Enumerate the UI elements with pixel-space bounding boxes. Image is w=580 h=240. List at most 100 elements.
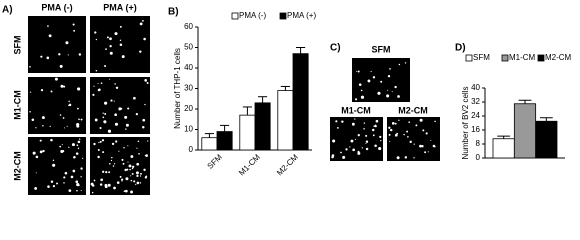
y-tick-label: 50: [184, 43, 193, 52]
cell: [99, 140, 102, 143]
row-header: SFM: [12, 36, 22, 55]
cell: [142, 118, 146, 122]
cell: [349, 146, 351, 148]
cell: [419, 118, 423, 122]
cell: [48, 34, 52, 38]
cell: [80, 189, 82, 192]
cell: [394, 133, 398, 137]
cell: [124, 115, 128, 119]
cell: [397, 95, 400, 98]
cell: [72, 23, 75, 26]
y-tick-label: 16: [471, 125, 480, 134]
micrograph: [90, 137, 150, 195]
cell: [91, 191, 94, 194]
cell: [123, 190, 126, 193]
cell: [94, 31, 97, 34]
cell: [52, 159, 55, 162]
cell: [114, 32, 118, 36]
cell: [63, 85, 66, 88]
cell: [135, 183, 137, 185]
cell: [131, 167, 134, 170]
cell: [52, 184, 56, 188]
cell: [128, 164, 132, 168]
cell: [335, 120, 338, 123]
cell: [403, 133, 405, 136]
cell: [49, 125, 51, 128]
cell: [79, 138, 81, 140]
cell: [68, 146, 70, 148]
cell: [377, 91, 381, 95]
cell: [136, 171, 139, 175]
cell: [105, 48, 107, 50]
cell: [360, 89, 363, 92]
cell: [68, 189, 72, 192]
cell: [394, 122, 397, 125]
legend-label: PMA (+): [287, 11, 316, 20]
cell: [108, 171, 111, 174]
cell: [361, 147, 363, 149]
cell: [110, 99, 113, 102]
cell: [404, 156, 408, 159]
cell: [356, 70, 358, 72]
cell: [107, 129, 112, 133]
image-label: M1-CM: [341, 105, 371, 115]
cell: [379, 135, 382, 139]
cell: [434, 120, 436, 123]
cell: [142, 20, 144, 22]
row-header: M2-CM: [12, 151, 22, 181]
cell: [133, 96, 136, 100]
cell: [78, 118, 80, 121]
cell: [68, 103, 72, 107]
cell: [116, 181, 120, 184]
image-label: M2-CM: [398, 105, 428, 115]
cell: [31, 118, 35, 122]
cell: [113, 186, 116, 190]
y-tick-label: 60: [184, 22, 193, 31]
cell: [424, 151, 427, 154]
cell: [63, 176, 66, 179]
cell: [106, 36, 109, 39]
cell: [370, 71, 372, 73]
cell: [145, 154, 148, 157]
cell: [108, 162, 111, 165]
cell: [109, 45, 112, 48]
cell: [97, 82, 99, 85]
cell: [75, 152, 79, 155]
cell: [76, 123, 80, 127]
cell: [113, 163, 116, 165]
legend-label: PMA (-): [239, 11, 266, 20]
cell: [419, 144, 422, 148]
cell: [123, 146, 125, 149]
legend-swatch: [231, 12, 239, 20]
cell: [125, 128, 127, 130]
cell: [391, 91, 393, 93]
cell: [112, 165, 115, 167]
cell: [413, 157, 415, 159]
cell: [139, 175, 142, 177]
y-tick-label: 8: [476, 139, 481, 148]
cell: [389, 128, 393, 132]
cell: [380, 80, 383, 83]
cell: [144, 78, 148, 82]
cell: [137, 140, 140, 143]
cell: [56, 182, 59, 185]
cell: [100, 178, 104, 182]
cell: [363, 122, 366, 124]
cell: [70, 175, 74, 179]
cell: [121, 180, 123, 182]
cell: [372, 76, 376, 79]
cell: [35, 127, 37, 129]
panel-label: B): [168, 7, 179, 18]
cell: [93, 85, 95, 87]
cell: [64, 171, 68, 175]
cell: [143, 168, 146, 172]
cell: [115, 86, 119, 90]
cell: [133, 180, 136, 183]
cell: [367, 79, 371, 83]
cell: [371, 128, 375, 132]
cell: [398, 63, 401, 66]
x-tick-label: M1-CM: [237, 152, 262, 177]
panel-label: C): [330, 43, 341, 54]
legend-label: M1-CM: [509, 53, 536, 62]
cell: [386, 94, 390, 98]
